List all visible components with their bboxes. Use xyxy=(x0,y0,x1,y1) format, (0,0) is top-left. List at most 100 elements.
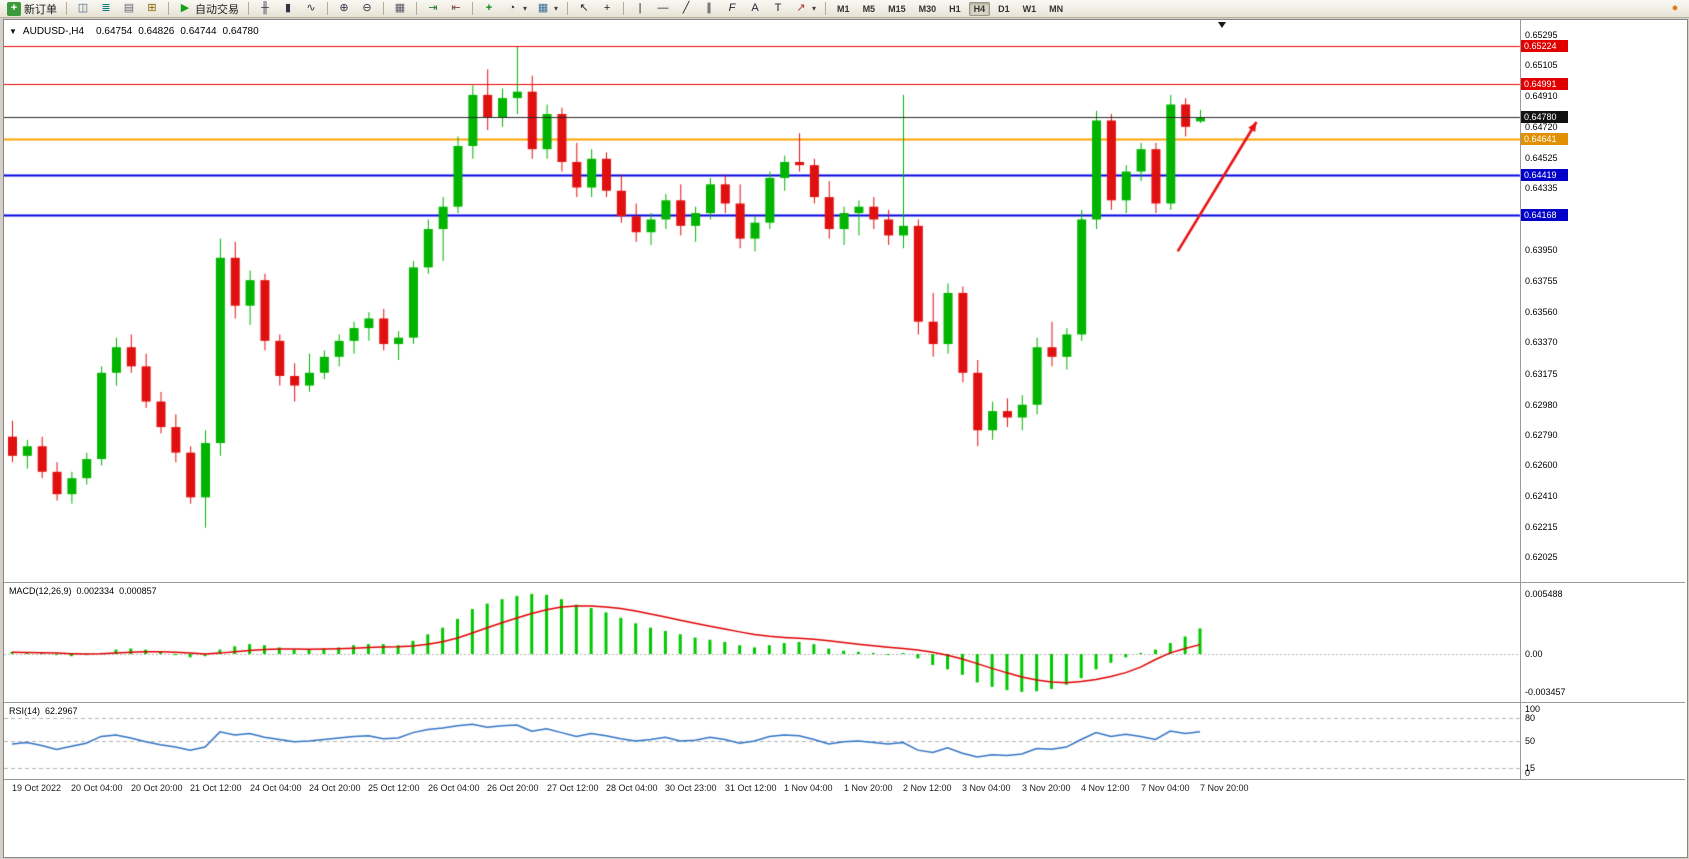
time-axis-label: 28 Oct 04:00 xyxy=(606,783,658,793)
time-axis-label: 20 Oct 04:00 xyxy=(71,783,123,793)
rsi-axis-label: 15 xyxy=(1525,763,1536,773)
price-tick-label: 0.63755 xyxy=(1525,276,1558,286)
bar-chart-icon: ╫ xyxy=(261,2,269,14)
data-window-button[interactable]: ▤ xyxy=(118,0,140,18)
price-level-badge: 0.64991 xyxy=(1521,78,1568,90)
charts-button[interactable]: ◫ xyxy=(72,0,94,18)
market-watch-icon: ≣ xyxy=(101,2,111,14)
fibonacci-button[interactable]: F xyxy=(721,0,743,18)
auto-scroll-button[interactable]: ⇥ xyxy=(422,0,444,18)
candlestick-button[interactable]: ▮ xyxy=(277,0,299,18)
channel-icon: ∥ xyxy=(706,2,712,14)
timeframe-h4[interactable]: H4 xyxy=(968,1,991,16)
timeframe-m30[interactable]: M30 xyxy=(918,3,937,14)
tile-windows-icon: ▦ xyxy=(394,2,406,14)
new-order-icon: + xyxy=(7,1,21,16)
toolbar-separator xyxy=(66,2,67,15)
chart-window: ▼ AUDUSD-,H4 0.64754 0.64826 0.64744 0.6… xyxy=(3,19,1688,858)
price-tick-label: 0.63370 xyxy=(1525,337,1558,347)
zoom-in-button[interactable]: ⊕ xyxy=(333,0,355,18)
time-axis-label: 24 Oct 20:00 xyxy=(309,783,361,793)
macd-axis-label: -0.003457 xyxy=(1525,687,1566,697)
cursor-icon: ↖ xyxy=(579,2,589,14)
ohlc-open: 0.64754 xyxy=(96,26,133,37)
indicators-button[interactable]: + xyxy=(478,0,500,18)
time-axis-label: 7 Nov 04:00 xyxy=(1141,783,1190,793)
rsi-timeaxis-splitter xyxy=(4,779,1685,780)
chart-canvas[interactable] xyxy=(4,20,1685,855)
chart-shift-button[interactable]: ⇤ xyxy=(445,0,467,18)
rsi-axis-label: 80 xyxy=(1525,713,1536,723)
toolbar-separator xyxy=(623,2,625,15)
time-axis-label: 7 Nov 20:00 xyxy=(1200,783,1249,793)
timeframe-m15[interactable]: M15 xyxy=(888,3,906,14)
price-tick-label: 0.64335 xyxy=(1525,183,1558,193)
crosshair-icon: + xyxy=(603,2,611,14)
timeframe-h1[interactable]: H1 xyxy=(949,3,961,14)
toolbar-overflow-button[interactable]: ● xyxy=(1664,0,1686,18)
time-axis-label: 26 Oct 20:00 xyxy=(487,783,539,793)
text-icon: A xyxy=(751,2,759,14)
price-tick-label: 0.62980 xyxy=(1525,400,1558,410)
timeframe-m1[interactable]: M1 xyxy=(837,3,850,14)
toolbar-separator xyxy=(416,2,417,15)
zoom-out-button[interactable]: ⊖ xyxy=(356,0,378,18)
price-tick-label: 0.63560 xyxy=(1525,307,1558,317)
chart-shift-marker[interactable] xyxy=(1218,22,1226,28)
time-axis-label: 21 Oct 12:00 xyxy=(190,783,242,793)
bar-chart-button[interactable]: ╫ xyxy=(254,0,276,18)
arrows-icon: ↗ xyxy=(796,2,806,14)
navigator-button[interactable]: ⊞ xyxy=(141,0,163,18)
periods-icon: ◔ xyxy=(508,2,516,14)
time-axis-label: 1 Nov 04:00 xyxy=(784,783,833,793)
arrows-button[interactable]: ↗ ▾ xyxy=(790,0,820,18)
vertical-line-button[interactable]: | xyxy=(629,0,651,18)
channel-button[interactable]: ∥ xyxy=(698,0,720,18)
timeframe-m5[interactable]: M5 xyxy=(862,3,876,14)
text-button[interactable]: A xyxy=(744,0,766,18)
toolbar-separator xyxy=(327,2,328,15)
cursor-button[interactable]: ↖ xyxy=(573,0,595,18)
toolbar-separator xyxy=(383,2,384,15)
templates-button[interactable]: ▦ ▾ xyxy=(532,0,562,18)
macd-name: MACD(12,26,9) xyxy=(9,586,72,596)
time-axis-label: 1 Nov 20:00 xyxy=(844,783,893,793)
timeframe-w1[interactable]: W1 xyxy=(1022,3,1037,14)
toolbar-separator xyxy=(567,2,569,15)
time-axis-label: 2 Nov 12:00 xyxy=(903,783,952,793)
zoom-out-icon: ⊖ xyxy=(362,2,372,14)
crosshair-button[interactable]: + xyxy=(596,0,618,18)
timeframe-mn[interactable]: MN xyxy=(1049,3,1064,14)
horizontal-line-button[interactable]: — xyxy=(652,0,674,18)
zoom-in-icon: ⊕ xyxy=(339,2,349,14)
ohlc-close: 0.64780 xyxy=(222,26,259,37)
rsi-axis-label: 0 xyxy=(1525,768,1531,778)
price-tick-label: 0.65105 xyxy=(1525,60,1558,70)
price-tick-label: 0.62410 xyxy=(1525,491,1558,501)
autotrading-button[interactable]: ▶ 自动交易 xyxy=(174,0,243,18)
price-level-badge: 0.64168 xyxy=(1521,209,1568,221)
macd-axis-label: 0.00 xyxy=(1525,649,1543,659)
macd-main-value: 0.002334 xyxy=(76,586,115,596)
main-macd-splitter[interactable] xyxy=(4,582,1685,583)
trendline-button[interactable]: ╱ xyxy=(675,0,697,18)
line-chart-button[interactable]: ∿ xyxy=(300,0,322,18)
price-tick-label: 0.62215 xyxy=(1525,522,1558,532)
tile-windows-button[interactable]: ▦ xyxy=(389,0,411,18)
macd-rsi-splitter[interactable] xyxy=(4,702,1685,703)
price-level-badge: 0.65224 xyxy=(1521,40,1568,52)
market-watch-button[interactable]: ≣ xyxy=(95,0,117,18)
time-axis-label: 19 Oct 2022 xyxy=(12,783,62,793)
price-tick-label: 0.64910 xyxy=(1525,91,1558,101)
timeframe-d1[interactable]: D1 xyxy=(998,3,1010,14)
price-tick-label: 0.63950 xyxy=(1525,245,1558,255)
price-tick-label: 0.65295 xyxy=(1525,30,1558,40)
price-level-badge: 0.64641 xyxy=(1521,133,1568,145)
periods-button[interactable]: ◔ ▾ xyxy=(501,0,531,18)
text-label-button[interactable]: T xyxy=(767,0,789,18)
templates-icon: ▦ xyxy=(537,2,549,14)
one-click-trading-toggle[interactable]: ▼ xyxy=(9,27,17,36)
candlestick-icon: ▮ xyxy=(284,2,292,14)
new-order-button[interactable]: + 新订单 xyxy=(3,0,61,18)
text-label-icon: T xyxy=(774,2,782,14)
